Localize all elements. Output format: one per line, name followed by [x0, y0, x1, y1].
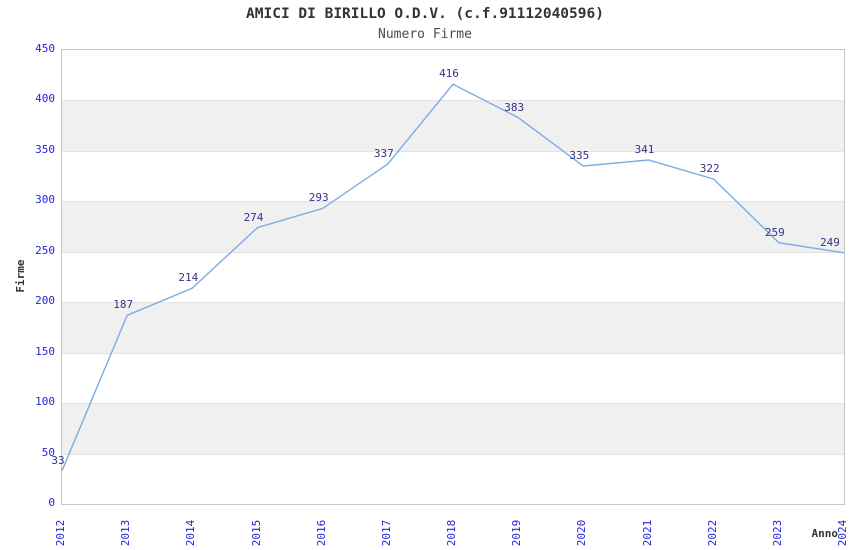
y-tick-label: 350 — [35, 142, 55, 156]
x-axis-title: Anno — [811, 527, 839, 540]
x-tick-label: 2023 — [770, 519, 784, 547]
data-label: 274 — [243, 210, 264, 224]
y-tick-label: 400 — [35, 92, 55, 106]
data-label: 335 — [569, 149, 590, 163]
gridline — [62, 454, 844, 455]
x-tick-label: 2019 — [510, 519, 524, 547]
grid-band — [62, 100, 844, 151]
gridline — [62, 100, 844, 101]
y-tick-label: 150 — [35, 344, 55, 358]
data-label: 214 — [178, 271, 199, 285]
grid-band — [62, 251, 844, 303]
data-label: 416 — [439, 67, 459, 81]
data-label: 249 — [820, 235, 840, 249]
data-label: 322 — [699, 162, 720, 176]
series-line-svg — [61, 83, 845, 471]
y-tick-label: 450 — [35, 42, 55, 55]
plot-area: 33 187 214 274 293 337 416 383 335 341 322 259 249 — [51, 49, 845, 505]
gridline — [62, 252, 844, 253]
grid-band — [62, 50, 844, 101]
y-tick-label: 300 — [35, 193, 55, 207]
x-tick-label: 2022 — [705, 519, 719, 547]
gridline — [62, 403, 844, 404]
grid-band — [62, 302, 844, 353]
data-label: 187 — [113, 298, 134, 312]
y-tick-label: 100 — [35, 395, 55, 409]
y-axis-title: Firme — [14, 259, 27, 293]
series-line — [61, 83, 845, 471]
y-tick-label: 50 — [41, 445, 55, 459]
x-tick-label: 2014 — [184, 519, 198, 547]
x-tick-label: 2018 — [445, 519, 458, 547]
data-label: 383 — [504, 100, 525, 114]
y-tick-label: 250 — [35, 243, 55, 257]
x-tick-label: 2012 — [54, 519, 67, 547]
data-label: 341 — [634, 142, 655, 156]
data-label: 259 — [764, 225, 785, 239]
grid-band — [62, 150, 844, 202]
gridline — [62, 353, 844, 354]
x-tick-label: 2024 — [836, 519, 849, 547]
chart-title: AMICI DI BIRILLO O.D.V. (c.f.91112040596… — [246, 6, 604, 22]
x-tick-label: 2021 — [640, 519, 654, 547]
data-label: 33 — [51, 453, 65, 467]
grid-band — [62, 201, 844, 252]
x-tick-label: 2017 — [379, 519, 393, 547]
y-tick-label: 0 — [48, 496, 55, 509]
data-label: 337 — [373, 147, 394, 160]
x-tick-label: 2016 — [314, 519, 328, 547]
gridline — [62, 302, 844, 303]
gridline — [62, 151, 844, 152]
grid-band — [62, 453, 844, 504]
gridline — [62, 201, 844, 202]
grid-band — [62, 352, 844, 404]
x-tick-label: 2013 — [119, 519, 133, 547]
x-tick-label: 2015 — [249, 519, 263, 547]
data-label: 293 — [308, 191, 329, 205]
x-tick-label: 2020 — [575, 519, 589, 547]
y-tick-label: 200 — [35, 294, 55, 308]
grid-band — [62, 403, 844, 454]
chart-subtitle: Numero Firme — [378, 27, 472, 42]
